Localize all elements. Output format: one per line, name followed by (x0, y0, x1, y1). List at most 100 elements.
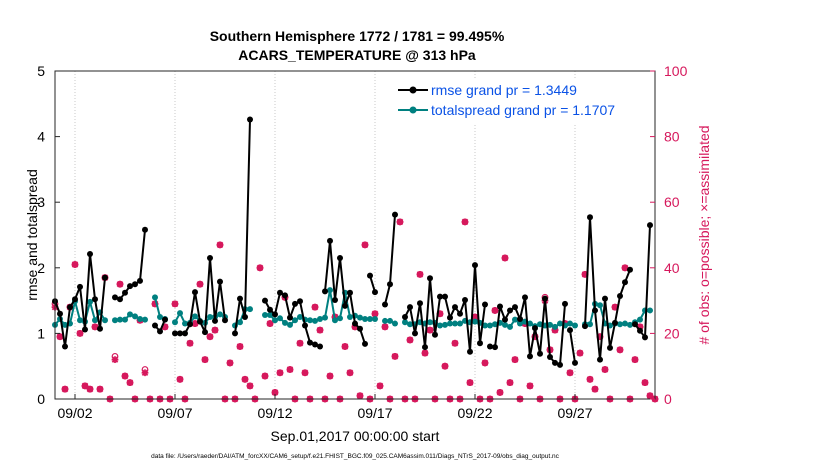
series-spread-point (512, 316, 518, 323)
series-rmse-point (312, 341, 318, 348)
series-rmse-point (512, 304, 518, 311)
y-right-tick-label: 40 (664, 260, 680, 276)
series-rmse-point (637, 327, 643, 334)
series-rmse-point (187, 321, 193, 328)
series-rmse-point (537, 350, 543, 357)
series-spread-point (237, 319, 243, 326)
obs-assimilated-marker (141, 369, 149, 377)
series-rmse-point (557, 361, 563, 368)
series-rmse-point (102, 274, 108, 281)
series-rmse-point (437, 293, 443, 300)
series-spread-point (437, 322, 443, 329)
series-spread-point (487, 322, 493, 329)
series-spread-point (457, 320, 463, 327)
series-rmse-point (202, 329, 208, 336)
obs-assimilated-marker (206, 333, 214, 341)
series-rmse-point (602, 295, 608, 302)
obs-assimilated-marker (236, 343, 244, 350)
series-rmse-point (92, 296, 98, 303)
series-rmse-line (234, 119, 251, 334)
series-spread-point (387, 317, 393, 324)
series-spread-point (327, 287, 333, 294)
series-rmse-point (237, 295, 243, 302)
y-right-tick-label: 100 (664, 63, 688, 79)
series-rmse-point (62, 343, 68, 350)
series-spread-point (92, 317, 98, 324)
series-spread-point (402, 319, 408, 326)
series-rmse-point (267, 306, 273, 313)
series-spread-point (552, 323, 558, 330)
obs-assimilated-marker (576, 349, 584, 357)
obs-assimilated-marker (526, 382, 534, 390)
obs-assimilated-marker (501, 254, 509, 262)
obs-assimilated-marker (56, 333, 64, 341)
series-spread-point (132, 313, 138, 320)
obs-assimilated-marker (121, 372, 129, 380)
obs-assimilated-marker (86, 385, 94, 393)
series-spread-point (267, 312, 273, 319)
series-rmse-point (387, 281, 393, 288)
series-spread-point (382, 317, 388, 324)
series-rmse-point (282, 292, 288, 299)
series-spread-point (357, 314, 363, 321)
series-rmse-point (127, 283, 133, 290)
legend-spread-label: totalspread grand pr = 1.1707 (431, 102, 615, 118)
x-tick-label: 09/22 (457, 405, 492, 421)
series-spread-point (572, 322, 578, 329)
obs-assimilated-marker (641, 379, 649, 386)
series-rmse-point (507, 307, 513, 314)
series-spread-point (217, 311, 223, 318)
series-rmse-point (622, 279, 628, 286)
series-rmse-point (447, 314, 453, 321)
obs-assimilated-marker (176, 375, 184, 383)
obs-assimilated-marker (461, 218, 469, 226)
series-spread-point (537, 321, 543, 328)
obs-assimilated-marker (491, 307, 499, 314)
series-rmse-point (487, 343, 493, 350)
series-rmse-point (432, 331, 438, 338)
series-rmse-point (582, 323, 588, 330)
obs-assimilated-marker (426, 326, 434, 334)
y-right-tick-label: 0 (664, 391, 672, 407)
series-rmse-point (502, 316, 508, 323)
obs-assimilated-marker (591, 385, 599, 393)
y-left-tick-label: 2 (37, 260, 45, 276)
series-spread-point (372, 315, 378, 322)
obs-assimilated-marker (586, 375, 594, 383)
series-rmse-point (552, 359, 558, 366)
obs-assimilated-marker (361, 241, 369, 249)
series-rmse-point (422, 344, 428, 351)
series-spread-point (332, 317, 338, 324)
obs-assimilated-marker (646, 392, 654, 400)
series-rmse-point (372, 289, 378, 296)
series-rmse-point (337, 254, 343, 261)
obs-assimilated-marker (266, 320, 274, 327)
series-rmse-point (452, 304, 458, 311)
series-rmse-point (517, 315, 523, 322)
series-rmse-point (157, 328, 163, 335)
obs-assimilated-marker (261, 372, 269, 380)
series-rmse-point (82, 326, 88, 333)
obs-assimilated-marker (616, 346, 624, 354)
series-spread-point (502, 321, 508, 328)
series-rmse-point (632, 321, 638, 328)
series-rmse-point (617, 293, 623, 300)
obs-assimilated-marker (271, 389, 279, 396)
series-rmse-point (212, 317, 218, 324)
left-axis-label: rmse and totalspread (24, 169, 40, 301)
obs-assimilated-marker (276, 369, 284, 377)
obs-assimilated-marker (201, 356, 209, 364)
series-spread-point (182, 320, 188, 327)
data-file-footer: data file: /Users/raeder/DAI/ATM_forcXX/… (151, 453, 560, 460)
y-right-tick-label: 80 (664, 129, 680, 145)
series-rmse-point (402, 314, 408, 320)
series-rmse-point (367, 272, 373, 279)
series-rmse-point (322, 288, 328, 295)
series-spread-point (142, 316, 148, 323)
series-rmse-point (612, 319, 618, 326)
series-rmse-point (222, 317, 228, 324)
obs-assimilated-marker (601, 366, 609, 373)
series-rmse-point (332, 296, 338, 303)
series-spread-point (112, 317, 118, 324)
obs-assimilated-marker (511, 356, 519, 364)
